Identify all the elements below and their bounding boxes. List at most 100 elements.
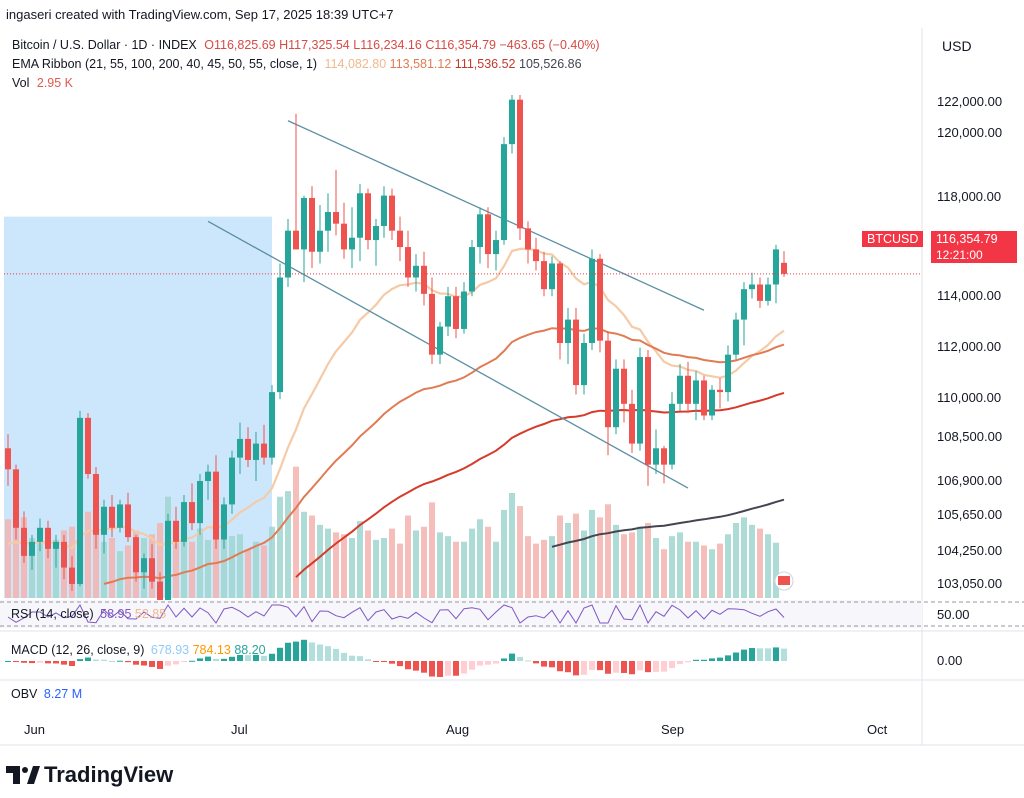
candle-body[interactable] xyxy=(621,368,627,404)
candle-body[interactable] xyxy=(765,284,771,301)
candle-body[interactable] xyxy=(325,211,331,231)
candle-body[interactable] xyxy=(61,541,67,568)
candle-body[interactable] xyxy=(285,230,291,278)
vol-label[interactable]: Vol xyxy=(12,76,30,90)
candle-body[interactable] xyxy=(613,368,619,428)
rsi-label[interactable]: RSI (14, close) xyxy=(11,607,94,621)
candle-body[interactable] xyxy=(757,284,763,301)
candle-body[interactable] xyxy=(525,228,531,250)
candle-body[interactable] xyxy=(189,502,195,524)
candle-body[interactable] xyxy=(309,197,315,252)
candle-body[interactable] xyxy=(13,469,19,528)
tradingview-brand[interactable]: TradingView xyxy=(6,762,173,788)
candle-body[interactable] xyxy=(709,389,715,416)
candle-body[interactable] xyxy=(373,226,379,241)
candle-body[interactable] xyxy=(341,223,347,250)
candle-body[interactable] xyxy=(477,214,483,248)
candle-body[interactable] xyxy=(637,357,643,444)
candle-body[interactable] xyxy=(101,506,107,535)
candle-body[interactable] xyxy=(677,375,683,404)
candle-body[interactable] xyxy=(133,537,139,573)
candle-body[interactable] xyxy=(701,380,707,416)
candle-body[interactable] xyxy=(261,443,267,458)
candle-body[interactable] xyxy=(205,471,211,482)
candle-body[interactable] xyxy=(381,195,387,227)
candle-body[interactable] xyxy=(29,541,35,556)
candle-body[interactable] xyxy=(197,481,203,524)
candle-body[interactable] xyxy=(149,558,155,582)
candle-body[interactable] xyxy=(669,403,675,465)
currency-label[interactable]: USD xyxy=(942,38,972,54)
candle-body[interactable] xyxy=(293,230,299,250)
candle-body[interactable] xyxy=(53,541,59,549)
candle-body[interactable] xyxy=(173,520,179,542)
channel-upper-line[interactable] xyxy=(287,120,705,311)
candle-body[interactable] xyxy=(157,581,163,613)
candle-body[interactable] xyxy=(549,263,555,290)
candle-body[interactable] xyxy=(213,471,219,540)
candle-body[interactable] xyxy=(533,249,539,262)
candle-body[interactable] xyxy=(125,504,131,538)
candle-body[interactable] xyxy=(45,527,51,549)
candle-body[interactable] xyxy=(85,417,91,475)
candle-body[interactable] xyxy=(589,258,595,343)
candle-body[interactable] xyxy=(269,392,275,458)
candle-body[interactable] xyxy=(717,389,723,393)
candle-body[interactable] xyxy=(493,240,499,255)
candle-body[interactable] xyxy=(453,296,459,329)
candle-body[interactable] xyxy=(165,520,171,613)
candle-body[interactable] xyxy=(733,319,739,355)
macd-label[interactable]: MACD (12, 26, close, 9) xyxy=(11,643,145,657)
candle-body[interactable] xyxy=(741,289,747,320)
candle-body[interactable] xyxy=(565,319,571,343)
candle-body[interactable] xyxy=(781,262,787,274)
candle-body[interactable] xyxy=(581,342,587,386)
candle-body[interactable] xyxy=(77,417,83,584)
candle-body[interactable] xyxy=(429,293,435,355)
candle-body[interactable] xyxy=(237,438,243,458)
candle-body[interactable] xyxy=(389,195,395,231)
candle-body[interactable] xyxy=(605,340,611,428)
candle-body[interactable] xyxy=(437,326,443,355)
candle-body[interactable] xyxy=(661,448,667,465)
candle-body[interactable] xyxy=(277,277,283,393)
candle-body[interactable] xyxy=(221,504,227,540)
candle-body[interactable] xyxy=(693,380,699,404)
candle-body[interactable] xyxy=(229,457,235,505)
candle-body[interactable] xyxy=(405,247,411,278)
candle-body[interactable] xyxy=(253,443,259,460)
candle-body[interactable] xyxy=(109,506,115,528)
candle-body[interactable] xyxy=(245,438,251,460)
candle-body[interactable] xyxy=(445,296,451,327)
candle-body[interactable] xyxy=(573,319,579,386)
candle-body[interactable] xyxy=(93,474,99,535)
candle-body[interactable] xyxy=(421,265,427,294)
candle-body[interactable] xyxy=(469,247,475,292)
candle-body[interactable] xyxy=(517,99,523,229)
candle-body[interactable] xyxy=(461,291,467,329)
candle-body[interactable] xyxy=(317,230,323,252)
candle-body[interactable] xyxy=(509,99,515,145)
candle-body[interactable] xyxy=(141,558,147,573)
candle-body[interactable] xyxy=(397,230,403,248)
candle-body[interactable] xyxy=(557,263,563,343)
candle-body[interactable] xyxy=(349,237,355,250)
candle-body[interactable] xyxy=(773,249,779,285)
candle-body[interactable] xyxy=(5,448,11,470)
candle-body[interactable] xyxy=(645,357,651,465)
candle-body[interactable] xyxy=(749,284,755,290)
candle-body[interactable] xyxy=(501,144,507,241)
candle-body[interactable] xyxy=(333,211,339,224)
candle-body[interactable] xyxy=(685,375,691,404)
candle-body[interactable] xyxy=(541,261,547,290)
candle-body[interactable] xyxy=(413,265,419,278)
obv-label[interactable]: OBV xyxy=(11,687,38,701)
candle-body[interactable] xyxy=(725,354,731,393)
candle-body[interactable] xyxy=(365,193,371,241)
candle-body[interactable] xyxy=(37,527,43,542)
candle-body[interactable] xyxy=(597,258,603,341)
candle-body[interactable] xyxy=(485,214,491,255)
candle-body[interactable] xyxy=(117,504,123,528)
candle-body[interactable] xyxy=(69,567,75,584)
